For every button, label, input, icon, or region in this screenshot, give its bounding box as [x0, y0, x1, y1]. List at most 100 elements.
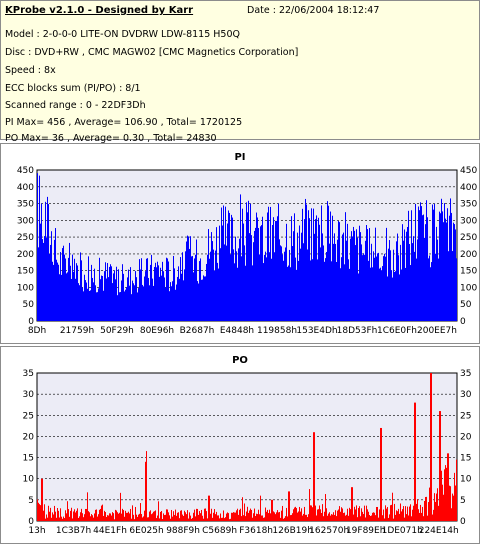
data-bar	[364, 254, 365, 321]
y-tick-left: 35	[23, 369, 34, 379]
data-bar	[224, 518, 225, 521]
po-summary: PO Max= 36 , Average= 0.30 , Total= 2483…	[5, 133, 217, 144]
data-bar	[371, 243, 372, 321]
data-bar	[374, 512, 375, 521]
data-bar	[279, 239, 280, 321]
data-bar	[170, 282, 171, 321]
data-bar	[423, 214, 424, 321]
data-bar	[249, 233, 250, 321]
data-bar	[371, 515, 372, 521]
data-bar	[281, 510, 282, 521]
data-bar	[292, 513, 293, 521]
data-bar	[448, 251, 449, 321]
data-bar	[297, 232, 298, 321]
y-tick-right: 5	[460, 496, 466, 506]
data-bar	[196, 239, 197, 321]
data-bar	[203, 275, 204, 321]
data-bar	[230, 254, 231, 321]
y-tick-right: 15	[460, 454, 471, 464]
data-bar	[364, 505, 365, 521]
data-bar	[99, 509, 100, 521]
data-bar	[145, 271, 146, 321]
x-tick-label: 19F89Eh	[346, 526, 385, 536]
data-bar	[41, 203, 42, 321]
data-bar	[207, 518, 208, 521]
data-bar	[136, 514, 137, 521]
data-bar	[181, 510, 182, 521]
data-bar	[184, 510, 185, 521]
data-bar	[340, 511, 341, 521]
data-bar	[398, 508, 399, 521]
data-bar	[325, 258, 326, 321]
data-bar	[234, 512, 235, 521]
y-tick-left: 15	[23, 454, 34, 464]
data-bar	[113, 513, 114, 521]
data-bar	[242, 497, 243, 521]
data-bar	[410, 265, 411, 321]
data-bar	[93, 517, 94, 521]
data-bar	[168, 512, 169, 521]
data-bar	[240, 508, 241, 521]
data-bar	[441, 470, 442, 521]
data-bar	[451, 212, 452, 321]
data-bar	[273, 217, 274, 321]
data-bar	[423, 516, 424, 521]
data-bar	[107, 515, 108, 521]
data-bar	[454, 472, 455, 521]
data-bar	[59, 274, 60, 321]
data-bar	[130, 267, 131, 321]
data-bar	[332, 514, 333, 521]
y-tick-left: 450	[17, 166, 34, 176]
data-bar	[447, 453, 448, 521]
data-bar	[212, 517, 213, 521]
data-bar	[67, 501, 68, 521]
data-bar	[434, 203, 435, 321]
data-bar	[405, 506, 406, 521]
data-bar	[55, 228, 56, 321]
data-bar	[335, 510, 336, 521]
data-bar	[95, 285, 96, 321]
data-bar	[452, 493, 453, 521]
data-bar	[167, 258, 168, 321]
data-bar	[323, 245, 324, 321]
data-bar	[422, 215, 423, 321]
data-bar	[289, 491, 290, 521]
data-bar	[149, 285, 150, 321]
data-bar	[368, 260, 369, 321]
data-bar	[237, 508, 238, 521]
data-bar	[235, 512, 236, 521]
data-bar	[429, 487, 430, 521]
data-bar	[174, 514, 175, 521]
data-bar	[137, 516, 138, 521]
data-bar	[260, 495, 261, 521]
data-bar	[381, 270, 382, 321]
data-bar	[455, 229, 456, 321]
data-bar	[113, 273, 114, 321]
data-bar	[285, 247, 286, 321]
data-bar	[155, 262, 156, 321]
data-bar	[315, 219, 316, 321]
y-tick-right: 300	[460, 216, 477, 226]
data-bar	[352, 487, 353, 521]
data-bar	[301, 232, 302, 321]
speed-info: Speed : 8x	[5, 65, 56, 76]
data-bar	[335, 243, 336, 321]
disc-info: Disc : DVD+RW , CMC MAGW02 [CMC Magnetic…	[5, 47, 299, 58]
data-bar	[187, 235, 188, 321]
data-bar	[58, 510, 59, 521]
data-bar	[291, 216, 292, 321]
data-bar	[146, 451, 147, 521]
data-bar	[362, 511, 363, 521]
data-bar	[71, 507, 72, 521]
pi-summary: PI Max= 456 , Average= 106.90 , Total= 1…	[5, 117, 243, 128]
data-bar	[146, 258, 147, 321]
y-tick-left: 100	[17, 283, 34, 293]
data-bar	[318, 509, 319, 521]
data-bar	[274, 512, 275, 521]
data-bar	[210, 251, 211, 321]
data-bar	[336, 516, 337, 521]
data-bar	[354, 230, 355, 321]
data-bar	[270, 513, 271, 521]
data-bar	[111, 266, 112, 321]
data-bar	[209, 258, 210, 321]
